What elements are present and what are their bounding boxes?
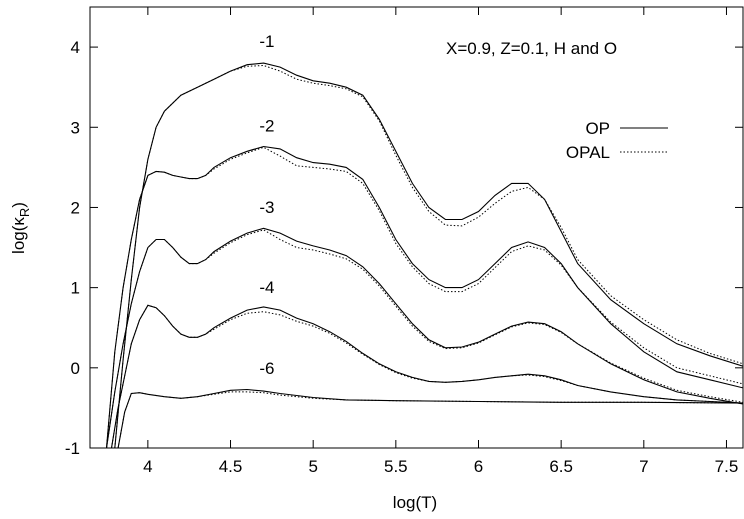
x-tick-label: 5.5: [384, 457, 408, 476]
y-tick-label: 2: [71, 198, 80, 217]
y-axis-label-subscript: R: [17, 208, 32, 217]
y-axis-label-main: log(κ: [9, 217, 28, 254]
x-tick-label: 4: [143, 457, 152, 476]
y-axis-label: log(κR): [9, 202, 32, 254]
series-line-opal-minus6: [117, 391, 743, 448]
x-tick-label: 6: [474, 457, 483, 476]
series-line-opal-minus3: [106, 229, 743, 448]
chart-text: X=0.9, Z=0.1, H and O log(T) log(κR) -1 -…: [9, 32, 617, 512]
series-line-op-minus1: [114, 62, 743, 448]
composition-annotation: X=0.9, Z=0.1, H and O: [446, 39, 617, 58]
y-tick-label: -1: [65, 439, 80, 458]
curve-label: -2: [259, 116, 274, 135]
x-tick-label: 4.5: [219, 457, 243, 476]
series-line-opal-minus4: [111, 304, 743, 448]
x-tick-label: 7.5: [715, 457, 739, 476]
axis-ticks: 4 4.5 5 5.5 6 6.5 7 7.5 -1 0 1 2 3 4: [65, 7, 743, 476]
chart-marks: [105, 62, 743, 448]
series-line-op-minus6: [117, 388, 743, 448]
legend-label-op: OP: [585, 119, 610, 138]
legend: OP OPAL: [566, 119, 668, 162]
y-tick-label: 4: [71, 38, 80, 57]
x-tick-label: 6.5: [549, 457, 573, 476]
x-tick-label: 7: [639, 457, 648, 476]
legend-label-opal: OPAL: [566, 143, 610, 162]
x-tick-label: 5: [308, 457, 317, 476]
curve-label: -3: [259, 198, 274, 217]
plot-frame: [89, 6, 744, 449]
x-axis-label: log(T): [393, 493, 437, 512]
series-line-op-minus3: [105, 227, 743, 448]
series-line-op-minus4: [110, 304, 743, 448]
y-axis-label-close: ): [9, 202, 28, 208]
series-line-opal-minus2: [106, 146, 743, 448]
curve-label: -6: [259, 359, 274, 378]
y-tick-label: 0: [71, 359, 80, 378]
y-tick-label: 3: [71, 118, 80, 137]
curve-label: -1: [259, 32, 274, 51]
curve-label: -4: [259, 278, 274, 297]
y-tick-label: 1: [71, 279, 80, 298]
